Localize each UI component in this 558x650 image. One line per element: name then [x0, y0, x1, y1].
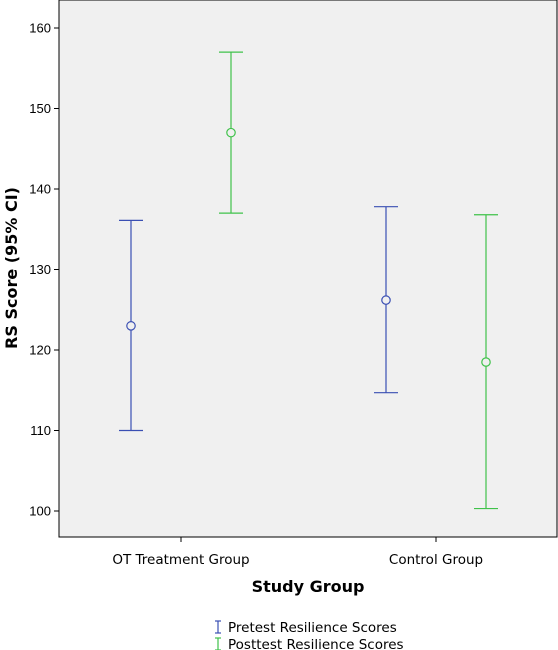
mean-marker — [126, 321, 136, 331]
error-bar-1-0 — [219, 51, 243, 214]
mean-marker — [226, 127, 236, 138]
mean-marker — [381, 295, 391, 305]
legend-item-1: Posttest Resilience Scores — [215, 637, 404, 650]
x-tick-label-0: OT Treatment Group — [112, 552, 249, 568]
error-bar-0-0 — [119, 219, 143, 432]
legend-label: Posttest Resilience Scores — [228, 637, 404, 650]
error-bars — [119, 51, 498, 510]
y-tick-label-100: 100 — [29, 504, 51, 519]
x-axis-title: Study Group — [252, 577, 365, 596]
mean-marker — [481, 357, 491, 367]
plot-area — [58, 0, 558, 538]
y-tick-label-150: 150 — [29, 101, 51, 116]
y-tick-label-110: 110 — [30, 423, 51, 438]
error-bar-1-1 — [474, 214, 498, 510]
y-tick-label-130: 130 — [29, 262, 51, 277]
y-tick-label-120: 120 — [29, 343, 51, 358]
y-axis-title: RS Score (95% CI) — [2, 187, 21, 349]
legend-item-0: Pretest Resilience Scores — [215, 620, 397, 636]
y-tick-label-160: 160 — [29, 21, 51, 36]
y-axis: 100 110 120 130 140 150 160 — [29, 21, 59, 519]
x-axis: OT Treatment Group Control Group — [112, 537, 483, 568]
y-tick-label-140: 140 — [29, 182, 51, 197]
error-bar-0-1 — [374, 206, 398, 394]
legend-label: Pretest Resilience Scores — [228, 620, 397, 636]
x-tick-label-1: Control Group — [389, 552, 483, 568]
